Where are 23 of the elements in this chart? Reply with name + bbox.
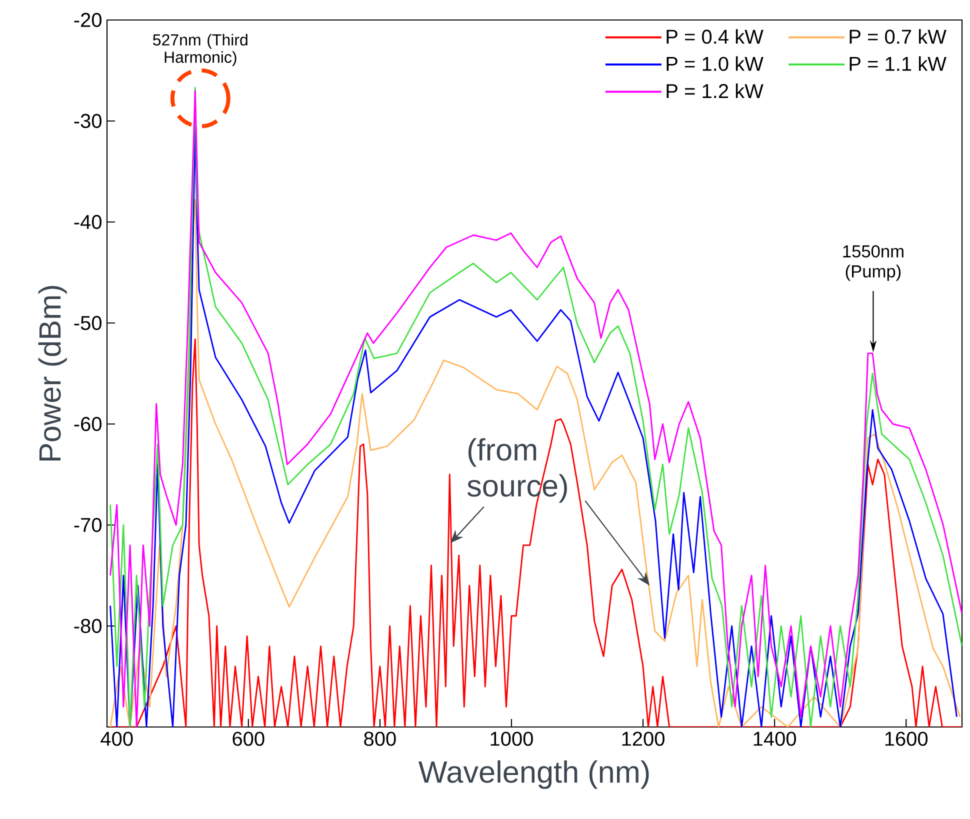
x-tick-label: 400	[100, 732, 133, 746]
x-axis-title: Wavelength (nm)	[418, 760, 649, 789]
y-tick-label: -40	[74, 214, 102, 230]
y-axis-title: Power (dBm)	[38, 286, 67, 460]
x-tick-label: 600	[232, 732, 264, 746]
x-tick-label: 1200	[622, 732, 664, 746]
legend-label: P = 1.2 kW	[666, 83, 764, 98]
legend-label: P = 0.4 kW	[666, 29, 764, 44]
y-tick-label: -70	[74, 518, 102, 532]
annotation: 527nm (Third Harmonic)	[153, 34, 248, 66]
legend-label: P = 0.7 kW	[850, 29, 946, 44]
legend-label: P = 1.1 kW	[850, 56, 946, 71]
x-tick-label: 1400	[754, 732, 796, 746]
y-tick-label: -50	[74, 316, 102, 330]
y-tick-label: -60	[74, 416, 102, 432]
annotation: 1550nm (Pump)	[843, 245, 904, 281]
legend-label: P = 1.0 kW	[666, 56, 764, 71]
x-tick-label: 1000	[490, 732, 533, 746]
y-tick-label: -30	[74, 114, 102, 128]
y-tick-label: -80	[74, 618, 102, 634]
x-tick-label: 800	[364, 732, 396, 746]
y-tick-label: -20	[74, 12, 102, 28]
x-tick-label: 1600	[885, 732, 928, 746]
